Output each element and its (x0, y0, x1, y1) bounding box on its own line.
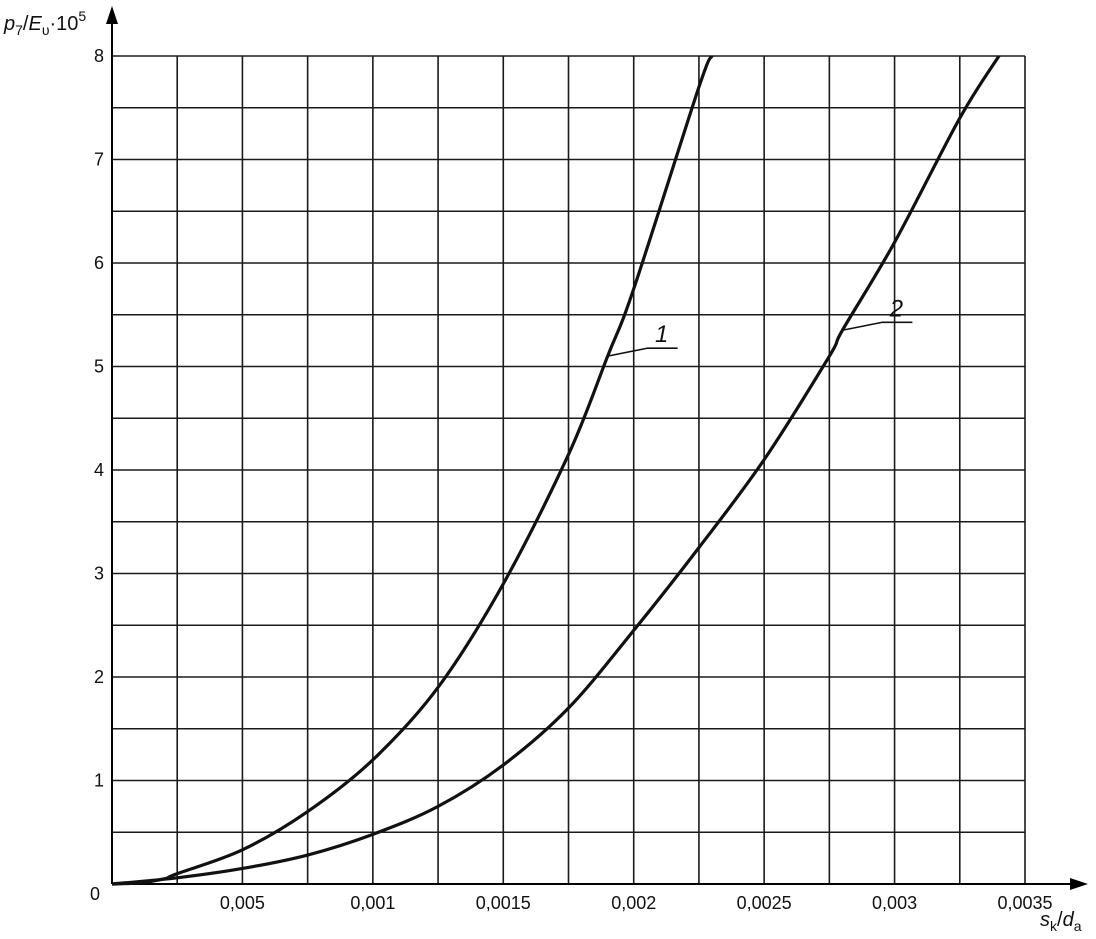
y-tick-label: 4 (94, 460, 104, 480)
x-axis-title: sk/da (1040, 909, 1082, 934)
y-tick-label: 2 (94, 667, 104, 687)
x-tick-labels: 0,005 0,001 0,0015 0,002 0,0025 0,003 0,0035 (220, 893, 1053, 913)
x-title-s-sub: k (1050, 918, 1058, 934)
series-label-2: 2 (889, 295, 903, 322)
y-axis-title: p7/Eυ·105 (3, 8, 86, 38)
x-tick-label: 0,001 (350, 893, 395, 913)
y-tick-label: 0 (90, 884, 100, 904)
y-title-slash: / (23, 13, 29, 35)
y-tick-label: 6 (94, 253, 104, 273)
series-callouts: 12 (607, 295, 913, 357)
x-tick-label: 0,005 (220, 893, 265, 913)
y-axis-arrow (106, 6, 118, 24)
y-tick-label: 1 (94, 771, 104, 791)
y-title-mult: ·10 (49, 13, 78, 35)
y-title-e: E (28, 13, 42, 35)
y-title-exp: 5 (78, 8, 86, 24)
axes (106, 6, 1088, 890)
x-tick-label: 0,0015 (476, 893, 531, 913)
callout-line-1 (607, 347, 678, 357)
y-tick-label: 7 (94, 150, 104, 170)
x-tick-label: 0,0035 (997, 893, 1052, 913)
series-label-1: 1 (655, 321, 668, 348)
x-title-d-sub: a (1074, 918, 1082, 934)
series-line-2 (112, 56, 1001, 886)
grid (112, 55, 1026, 884)
callout-line-2 (842, 321, 913, 332)
series-line-1 (112, 56, 714, 886)
y-title-p-sub: 7 (15, 22, 23, 38)
series-lines (112, 56, 1001, 886)
y-title-e-sub: υ (42, 22, 50, 38)
x-axis-arrow (1070, 878, 1088, 890)
x-title-s: s (1040, 909, 1050, 931)
x-tick-label: 0,002 (611, 893, 656, 913)
x-tick-label: 0,003 (872, 893, 917, 913)
x-title-slash: / (1057, 909, 1063, 931)
y-tick-label: 3 (94, 564, 104, 584)
y-tick-label: 5 (94, 357, 104, 377)
y-tick-label: 8 (94, 46, 104, 66)
x-tick-label: 0,0025 (737, 893, 792, 913)
y-title-p: p (3, 13, 15, 35)
y-tick-labels: 0 1 2 3 4 5 6 7 8 (90, 46, 104, 904)
x-title-d: d (1063, 909, 1075, 931)
